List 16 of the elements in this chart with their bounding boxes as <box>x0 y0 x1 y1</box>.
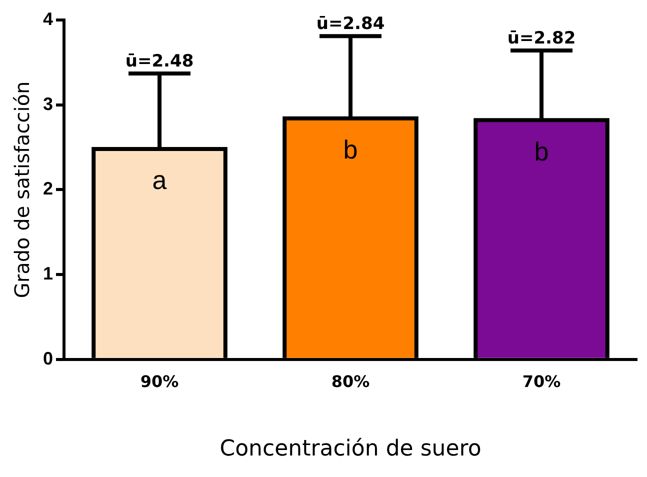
x-axis-title: Concentración de suero <box>220 436 482 462</box>
x-tick-label: 80% <box>331 372 370 392</box>
y-tick-label: 3 <box>42 94 54 114</box>
y-axis-title: Grado de satisfacción <box>10 81 34 298</box>
x-tick-label: 70% <box>522 372 561 392</box>
y-tick-label: 1 <box>42 264 54 284</box>
annotation: b <box>343 134 358 165</box>
annotation: ū=2.84 <box>316 14 385 34</box>
annotation: b <box>534 136 549 166</box>
y-tick-label: 0 <box>42 348 54 368</box>
annotation: ū=2.48 <box>125 51 194 72</box>
y-tick-label: 4 <box>42 8 54 29</box>
annotation: ū=2.82 <box>507 28 576 48</box>
annotation: a <box>152 165 168 196</box>
x-tick-label: 90% <box>140 372 179 392</box>
y-tick-label: 2 <box>42 178 54 199</box>
